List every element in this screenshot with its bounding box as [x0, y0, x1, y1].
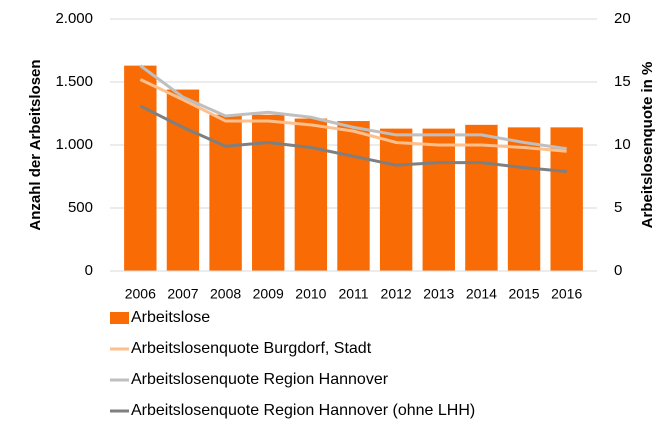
bar [465, 124, 498, 271]
bar [337, 121, 370, 271]
y2-tick-label: 10 [614, 136, 631, 153]
x-tick-label: 2008 [210, 286, 241, 302]
legend-label: Arbeitslose [131, 309, 210, 326]
legend-label: Arbeitslosenquote Region Hannover [131, 371, 389, 388]
y2-tick-label: 5 [614, 199, 622, 216]
y2-tick-label: 0 [614, 262, 622, 279]
x-tick-label: 2015 [508, 286, 539, 302]
legend-label: Arbeitslosenquote Region Hannover (ohne … [131, 402, 475, 419]
y-axis-title: Anzahl der Arbeitslosen [27, 59, 44, 230]
x-tick-label: 2013 [423, 286, 454, 302]
bar [507, 127, 541, 271]
bar [209, 114, 242, 271]
legend-label: Arbeitslosenquote Burgdorf, Stadt [131, 340, 372, 357]
x-tick-label: 2016 [551, 286, 582, 302]
bar [252, 114, 285, 271]
x-tick-label: 2007 [167, 286, 198, 302]
x-tick-label: 2009 [253, 286, 284, 302]
y2-tick-label: 15 [614, 73, 631, 90]
y-tick-label: 0 [85, 262, 93, 279]
bar [294, 118, 328, 271]
y2-tick-label: 20 [614, 10, 631, 27]
line [139, 104, 567, 173]
x-tick-label: 2012 [381, 286, 412, 302]
line [139, 64, 567, 151]
y-tick-label: 1.000 [55, 136, 93, 153]
y2-axis-title: Arbeitslosenquote in % [639, 62, 655, 229]
line [139, 78, 567, 153]
x-tick-label: 2014 [466, 286, 497, 302]
y-tick-label: 500 [68, 199, 93, 216]
bar [379, 128, 413, 271]
y-tick-label: 1.500 [55, 73, 93, 90]
bar [124, 65, 157, 272]
x-tick-label: 2011 [338, 286, 368, 302]
y-tick-label: 2.000 [55, 10, 93, 27]
x-tick-label: 2010 [295, 286, 326, 302]
x-tick-label: 2006 [125, 286, 156, 302]
bar [422, 128, 455, 271]
bar [166, 89, 200, 271]
legend-swatch [110, 312, 129, 324]
